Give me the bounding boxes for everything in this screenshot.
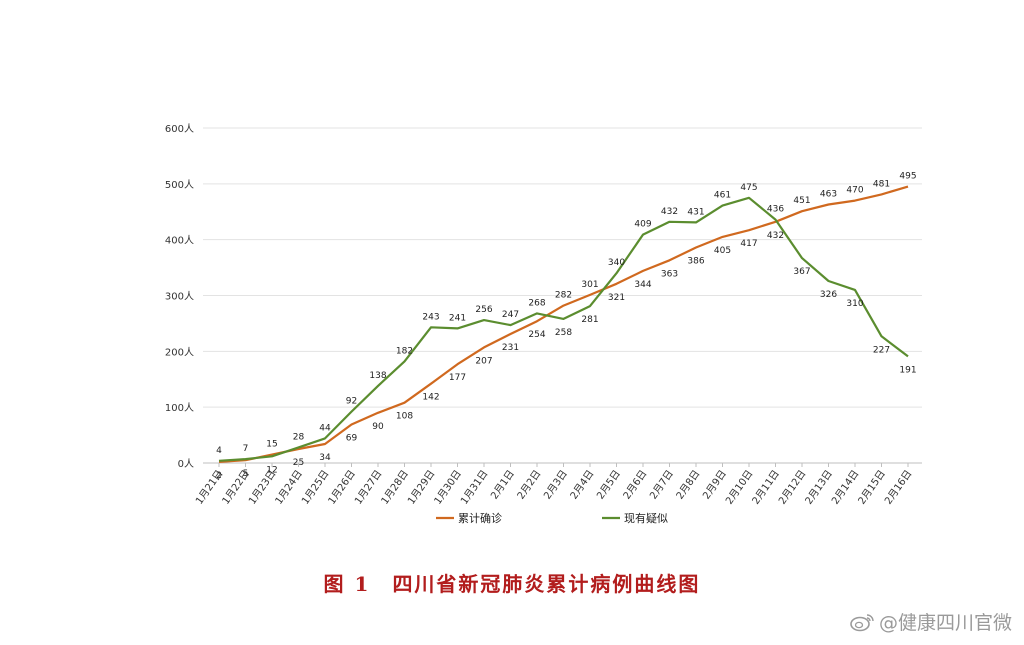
suspected-data-label: 475 xyxy=(740,183,757,193)
confirmed-data-label: 108 xyxy=(396,412,413,422)
x-tick-label: 2月16日 xyxy=(882,468,914,507)
figure-title: 四川省新冠肺炎累计病例曲线图 xyxy=(392,572,701,596)
confirmed-data-label: 282 xyxy=(555,291,572,301)
figure-number: 图 1 xyxy=(323,572,371,596)
suspected-data-label: 281 xyxy=(581,315,598,325)
suspected-data-label: 432 xyxy=(661,207,678,217)
watermark: @健康四川官微 xyxy=(849,608,1012,635)
y-tick-label: 500人 xyxy=(165,179,194,191)
weibo-logo-icon xyxy=(850,613,874,631)
suspected-data-label: 12 xyxy=(266,465,277,475)
y-tick-label: 200人 xyxy=(165,346,194,358)
confirmed-data-label: 5 xyxy=(243,469,249,479)
confirmed-data-label: 363 xyxy=(661,269,678,279)
suspected-data-label: 191 xyxy=(899,365,916,375)
confirmed-data-label: 451 xyxy=(793,196,810,206)
suspected-data-label: 340 xyxy=(608,258,625,268)
watermark-text: @健康四川官微 xyxy=(878,612,1012,634)
confirmed-data-label: 15 xyxy=(266,440,277,450)
confirmed-data-label: 231 xyxy=(502,343,519,353)
x-tick-label: 2月2日 xyxy=(515,468,544,502)
suspected-data-label: 436 xyxy=(767,205,784,215)
suspected-data-label: 310 xyxy=(846,299,863,309)
y-tick-label: 600人 xyxy=(165,123,194,135)
confirmed-data-label: 34 xyxy=(319,453,331,463)
legend: 累计确诊 现有疑似 xyxy=(436,511,668,525)
confirmed-data-label: 2 xyxy=(216,471,222,481)
confirmed-data-label: 69 xyxy=(346,433,358,443)
suspected-data-label: 256 xyxy=(475,305,492,315)
confirmed-data-label: 321 xyxy=(608,293,625,303)
gridlines xyxy=(203,127,922,464)
x-tick-label: 2月6日 xyxy=(621,468,650,502)
suspected-data-label: 44 xyxy=(319,423,331,433)
suspected-data-label: 268 xyxy=(528,298,545,308)
confirmed-data-label: 481 xyxy=(873,179,890,189)
legend-label: 现有疑似 xyxy=(624,511,668,525)
suspected-data-label: 227 xyxy=(873,345,890,355)
suspected-data-label: 28 xyxy=(293,432,305,442)
x-tick-label: 2月1日 xyxy=(488,468,517,502)
legend-label: 累计确诊 xyxy=(458,511,502,525)
suspected-series-line xyxy=(218,196,909,462)
suspected-data-label: 92 xyxy=(346,397,357,407)
series-lines xyxy=(218,185,909,463)
confirmed-data-label: 405 xyxy=(714,246,731,256)
suspected-data-label: 243 xyxy=(422,312,439,322)
suspected-data-label: 182 xyxy=(396,346,413,356)
x-tick-label: 2月4日 xyxy=(568,468,597,502)
figure-caption: 图 1 四川省新冠肺炎累计病例曲线图 xyxy=(0,568,1024,597)
y-tick-label: 0人 xyxy=(178,458,194,470)
suspected-data-label: 409 xyxy=(634,220,651,230)
confirmed-data-label: 470 xyxy=(846,186,863,196)
suspected-data-label: 241 xyxy=(449,313,466,323)
confirmed-series-line xyxy=(218,185,909,463)
x-tick-label: 2月3日 xyxy=(541,468,570,502)
confirmed-data-label: 344 xyxy=(634,280,651,290)
suspected-data-label: 431 xyxy=(687,207,704,217)
suspected-data-label: 138 xyxy=(369,371,386,381)
confirmed-data-label: 301 xyxy=(581,280,598,290)
confirmed-data-label: 417 xyxy=(740,239,757,249)
x-tick-label: 2月5日 xyxy=(594,468,623,502)
confirmed-data-label: 495 xyxy=(899,172,916,182)
suspected-data-label: 4 xyxy=(216,446,222,456)
y-tick-label: 300人 xyxy=(165,291,194,303)
y-tick-label: 400人 xyxy=(165,235,194,247)
suspected-data-label: 367 xyxy=(793,267,810,277)
x-tick-label: 2月7日 xyxy=(647,468,676,502)
confirmed-data-label: 254 xyxy=(528,330,545,340)
suspected-data-label: 258 xyxy=(555,328,572,338)
confirmed-data-label: 142 xyxy=(422,393,439,403)
confirmed-data-label: 386 xyxy=(687,256,704,266)
suspected-data-label: 7 xyxy=(243,444,249,454)
x-tick-label: 1月31日 xyxy=(458,468,490,507)
data-labels: 2 515253469901081421772072312542823013213… xyxy=(216,172,916,481)
confirmed-data-label: 25 xyxy=(293,458,304,468)
suspected-data-label: 461 xyxy=(714,191,731,201)
y-tick-label: 100人 xyxy=(165,402,194,414)
x-axis-ticks: 1月21日1月22日1月23日1月24日1月25日1月26日1月27日1月28日… xyxy=(193,463,914,507)
confirmed-data-label: 90 xyxy=(372,422,384,432)
suspected-data-label: 326 xyxy=(820,290,837,300)
confirmed-data-label: 177 xyxy=(449,373,466,383)
x-tick-label: 2月8日 xyxy=(674,468,703,502)
x-tick-label: 2月9日 xyxy=(700,468,729,502)
y-axis-ticks: 0人 100人 200人 300人 400人 500人 600人 xyxy=(165,123,194,470)
confirmed-data-label: 463 xyxy=(820,189,837,199)
suspected-data-label: 247 xyxy=(502,310,519,320)
confirmed-data-label: 207 xyxy=(475,356,492,366)
confirmed-data-label: 432 xyxy=(767,231,784,241)
